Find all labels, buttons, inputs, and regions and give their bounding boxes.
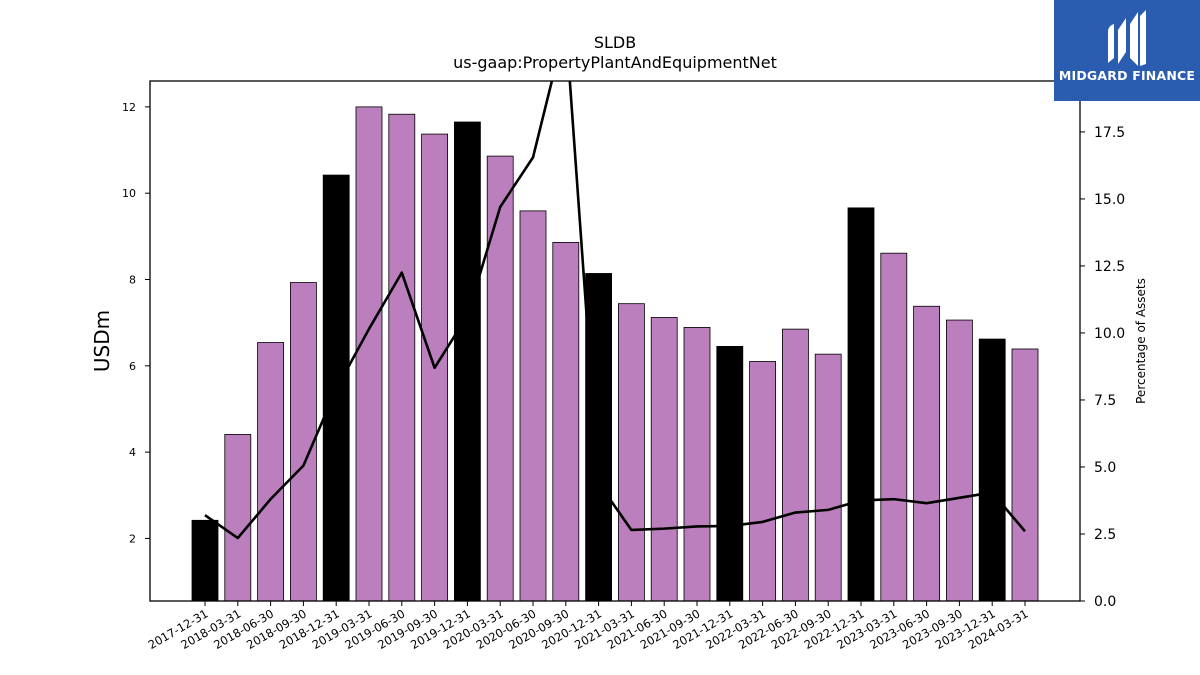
bar-2021-03-31 bbox=[618, 303, 645, 602]
y2-tick-label: 10.0 bbox=[1094, 326, 1125, 342]
y2-axis: 0.0 2.5 5.0 7.5 10.0 12.5 15.0 17.5 bbox=[1080, 125, 1125, 610]
midgard-m-icon bbox=[1108, 10, 1146, 66]
y2-tick-label: 12.5 bbox=[1094, 259, 1125, 275]
bar-2018-03-31 bbox=[224, 434, 252, 602]
bar-2017-12-31 bbox=[191, 519, 219, 602]
y2-tick-label: 2.5 bbox=[1094, 527, 1116, 543]
bar-2022-03-31 bbox=[749, 361, 776, 602]
y2-axis-label: Percentage of Assets bbox=[1134, 278, 1148, 404]
bar-2019-06-30 bbox=[388, 113, 416, 602]
bar-2022-12-31 bbox=[847, 207, 875, 602]
y-axis-label: USDm bbox=[90, 310, 114, 372]
y-axis: 2 4 6 8 10 12 bbox=[122, 101, 150, 545]
y2-tick-label: 15.0 bbox=[1094, 192, 1125, 208]
bar-2023-03-31 bbox=[880, 252, 908, 602]
bar-2023-09-30 bbox=[946, 319, 973, 602]
bar-2018-09-30 bbox=[289, 282, 317, 602]
y2-tick-label: 17.5 bbox=[1094, 125, 1125, 141]
bar-2023-06-30 bbox=[913, 305, 940, 602]
y-tick-label: 8 bbox=[129, 274, 136, 287]
line-group bbox=[204, 81, 1026, 540]
bar-2019-03-31 bbox=[355, 106, 383, 602]
y2-tick-label: 7.5 bbox=[1094, 393, 1116, 409]
plot-frame bbox=[149, 80, 1081, 602]
brand-logo: MIDGARD FINANCE bbox=[1054, 0, 1200, 101]
y-tick-label: 2 bbox=[129, 532, 136, 545]
bar-2022-06-30 bbox=[782, 328, 809, 602]
y-tick-label: 10 bbox=[122, 187, 136, 200]
bar-2019-12-31 bbox=[453, 121, 481, 602]
brand-name: MIDGARD FINANCE bbox=[1058, 68, 1196, 83]
bar-2020-09-30 bbox=[552, 241, 580, 602]
bar-2021-06-30 bbox=[650, 317, 678, 602]
bar-2020-03-31 bbox=[486, 155, 514, 602]
bar-2021-12-31 bbox=[716, 345, 744, 602]
bar-2018-06-30 bbox=[257, 342, 285, 602]
y-tick-label: 6 bbox=[129, 360, 136, 373]
y-tick-label: 12 bbox=[122, 101, 136, 114]
chart-title: SLDB bbox=[594, 33, 636, 52]
bar-2023-12-31 bbox=[978, 338, 1006, 602]
bar-2020-06-30 bbox=[519, 210, 547, 602]
bar-2020-12-31 bbox=[585, 273, 612, 602]
bars-group bbox=[191, 106, 1039, 602]
chart-subtitle: us-gaap:PropertyPlantAndEquipmentNet bbox=[453, 53, 777, 72]
y-tick-label: 4 bbox=[129, 446, 136, 459]
bar-2024-03-31 bbox=[1011, 348, 1039, 602]
y2-tick-label: 5.0 bbox=[1094, 460, 1116, 476]
bar-2021-09-30 bbox=[683, 327, 711, 602]
x-axis: 2017-12-312018-03-312018-06-302018-09-30… bbox=[146, 601, 1031, 652]
y2-tick-label: 0.0 bbox=[1094, 594, 1116, 610]
percentage-line bbox=[204, 81, 1026, 540]
bar-2022-09-30 bbox=[814, 353, 842, 602]
